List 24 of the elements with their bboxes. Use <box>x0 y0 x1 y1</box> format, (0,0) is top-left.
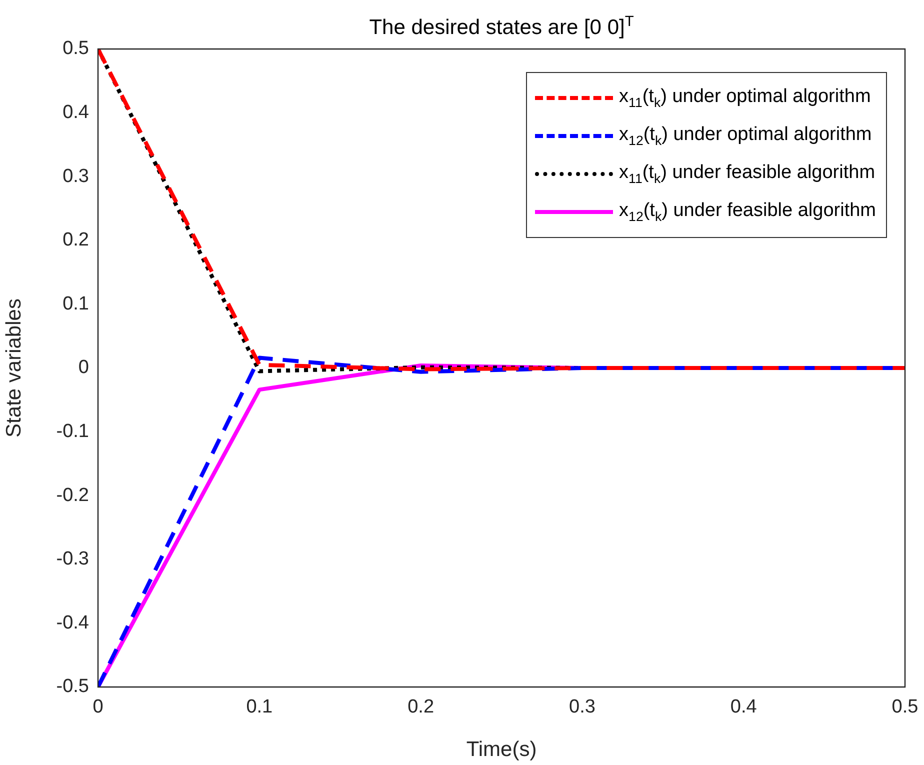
y-axis-title: State variables <box>2 298 26 438</box>
y-tick-label: 0.5 <box>62 38 89 60</box>
y-tick-label: -0.4 <box>56 612 90 634</box>
y-tick-label: -0.3 <box>56 548 89 570</box>
x-tick-label: 0.4 <box>730 696 758 718</box>
chart-title: The desired states are [0 0]$^{T}$ <box>368 14 635 40</box>
y-tick-label: 0.3 <box>62 166 89 187</box>
y-tick-label: 0.2 <box>62 230 89 251</box>
y-tick-label: 0.4 <box>62 102 90 124</box>
x-tick-label: 0 <box>92 696 104 718</box>
x-tick-label: 0.2 <box>408 696 434 718</box>
y-tick-label: -0.2 <box>56 484 89 506</box>
legend-label: x$_{12}$(t$_{k}$) under feasible algorithm <box>619 200 876 224</box>
legend-label: x$_{11}$(t$_{k}$) under optimal algorithm <box>619 86 871 110</box>
x-tick-label: 0.3 <box>568 696 596 718</box>
y-tick-label: -0.5 <box>56 676 89 698</box>
x-axis-title: Time(s) <box>466 738 537 762</box>
legend-label: x$_{11}$(t$_{k}$) under feasible algorithm <box>619 162 876 186</box>
legend-label: x$_{12}$(t$_{k}$) under optimal algorithm <box>619 124 872 148</box>
y-tick-label: -0.1 <box>56 421 89 442</box>
y-tick-label: 0.1 <box>62 293 89 314</box>
y-tick-label: 0 <box>78 357 89 378</box>
x-tick-label: 0.5 <box>892 696 918 718</box>
x-tick-label: 0.1 <box>246 696 273 718</box>
